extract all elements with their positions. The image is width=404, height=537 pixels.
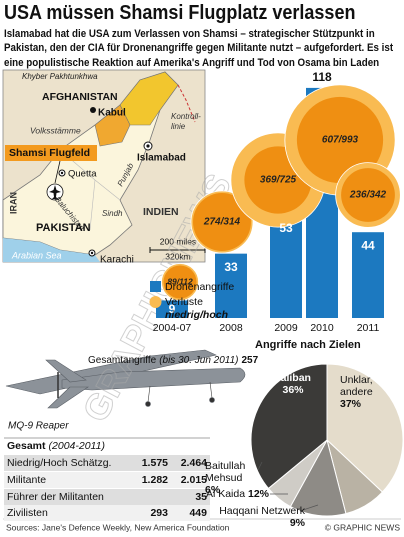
map-label: Arabian Sea xyxy=(11,250,62,260)
pie-label-name: Taliban xyxy=(275,372,311,384)
map-label: Kabul xyxy=(98,108,126,119)
bubble-low xyxy=(296,96,384,184)
pie-label-value: 9% xyxy=(289,517,305,529)
map-label: Khyber Pakhtunkhwa xyxy=(22,72,98,81)
pie-label-name: Unklar, andere xyxy=(340,374,373,398)
footer-credit: © GRAPHIC NEWS xyxy=(325,522,401,532)
map xyxy=(2,69,206,263)
legend-swatch xyxy=(150,281,161,292)
bubble-label: 89/112 xyxy=(167,276,193,286)
x-tick-label: 2004-07 xyxy=(153,322,192,334)
pie-slice xyxy=(326,363,404,493)
pie-label-name: Haqqani Netzwerk xyxy=(219,505,305,517)
bar-value-label: 44 xyxy=(361,238,375,252)
bar xyxy=(156,300,188,318)
title-box: USA müssen Shamsi Flugplatz verlassen xyxy=(4,2,355,25)
bubble-low xyxy=(193,193,251,251)
table-cell: 1.575 xyxy=(142,457,168,469)
bar xyxy=(270,214,302,318)
bar-value-label: 53 xyxy=(279,221,293,235)
legend-note: niedrig/hoch xyxy=(165,309,228,321)
x-tick-label: 2009 xyxy=(274,322,298,334)
x-tick-label: 2008 xyxy=(219,322,243,334)
pie-title: Angriffe nach Zielen xyxy=(255,339,361,351)
pie-label-value: 12% xyxy=(247,488,269,500)
map-label: PAKISTAN xyxy=(36,222,91,234)
map-label: Sindh xyxy=(102,209,123,218)
x-tick-label: 2010 xyxy=(310,322,334,334)
map-label: Karachi xyxy=(100,255,134,266)
map-label: linie xyxy=(171,122,186,131)
table-row-bg xyxy=(4,489,210,505)
map-label: Volksstämme xyxy=(30,125,81,135)
table-cell: 35 xyxy=(195,491,207,503)
table-row-bg xyxy=(4,455,210,471)
pie-label-value: 36% xyxy=(282,384,304,396)
table-cell: 449 xyxy=(189,507,207,519)
leader-line xyxy=(257,461,263,471)
bubble-label: 274/314 xyxy=(203,217,241,228)
table-cell: Zivilisten xyxy=(7,507,48,519)
table-title-note: (2004-2011) xyxy=(49,440,105,452)
bar-value-label: 33 xyxy=(224,260,238,274)
pie-label: Baitullah Mehsud 6% xyxy=(205,460,257,496)
map-label: Quetta xyxy=(68,169,97,180)
table-title-main: Gesamt xyxy=(7,440,46,452)
total-value: 257 xyxy=(242,355,259,366)
pie-label-name: Al Kaida xyxy=(205,488,246,500)
bubble-label: 369/725 xyxy=(260,175,297,186)
legend-label: Verluste xyxy=(165,296,203,308)
intro: Islamabad hat die USA zum Verlassen von … xyxy=(4,28,394,69)
map-scale-label: 200 miles xyxy=(160,236,196,246)
x-tick-label: 2011 xyxy=(357,322,380,334)
table-row-bg xyxy=(4,505,210,521)
table-title: Gesamt (2004-2011) xyxy=(7,440,105,452)
legend-swatch xyxy=(149,296,162,308)
table-cell: 2.464 xyxy=(181,457,207,469)
title: USA müssen Shamsi Flugplatz verlassen xyxy=(4,2,356,24)
drone-illustration xyxy=(5,349,246,409)
bar-value-label: 9 xyxy=(169,302,176,316)
map-label: Kontroll- xyxy=(171,112,201,121)
table-cell: Niedrig/Hoch Schätzg. xyxy=(7,457,111,469)
intro-box: Islamabad hat die USA zum Verlassen von … xyxy=(4,27,397,70)
bar xyxy=(215,253,247,318)
table-cell: 293 xyxy=(150,507,168,519)
pie-label: Haqqani Netzwerk 9% xyxy=(205,505,305,529)
bubble-label: 236/342 xyxy=(349,190,387,201)
drone-caption: MQ-9 Reaper xyxy=(8,421,69,432)
table-cell: 1.282 xyxy=(142,474,168,486)
bubble-label: 607/993 xyxy=(322,135,359,146)
bubble-low xyxy=(163,265,197,299)
map-label: IRAN xyxy=(8,192,18,214)
pie-label: Al Kaida 12% xyxy=(205,488,269,500)
map-label: INDIEN xyxy=(143,206,179,218)
map-label: Islamabad xyxy=(137,153,186,164)
table-cell: Militante xyxy=(7,474,46,486)
pie-label-name: Baitullah Mehsud xyxy=(205,460,246,484)
footer-source: Sources: Jane's Defence Weekly, New Amer… xyxy=(6,522,230,532)
map-label: Shamsi Flugfeld xyxy=(9,147,90,159)
map-label: AFGHANISTAN xyxy=(42,91,118,103)
total-note: (bis 30. Jun 2011) xyxy=(159,355,238,366)
table-cell: Führer der Militanten xyxy=(7,491,104,503)
legend-label: Dronenangriffe xyxy=(165,281,234,293)
pie-label-value: 37% xyxy=(340,398,362,410)
table-row-bg xyxy=(4,472,210,488)
pie-label-value: 6% xyxy=(205,484,221,496)
pie-slice xyxy=(250,363,328,490)
bubble-low xyxy=(341,168,395,222)
table-cell: 2.015 xyxy=(181,474,207,486)
pie-label: Unklar, andere 37% xyxy=(340,374,398,410)
bar-value-label: 118 xyxy=(312,70,332,84)
pie-label: Taliban 36% xyxy=(268,372,318,396)
map-scale-label: 320km xyxy=(165,251,191,261)
leader-line xyxy=(299,504,319,512)
bar xyxy=(352,232,384,318)
pie-total: Gesamtangriffe (bis 30. Jun 2011) 257 xyxy=(88,355,259,366)
total-label: Gesamtangriffe xyxy=(88,355,157,366)
